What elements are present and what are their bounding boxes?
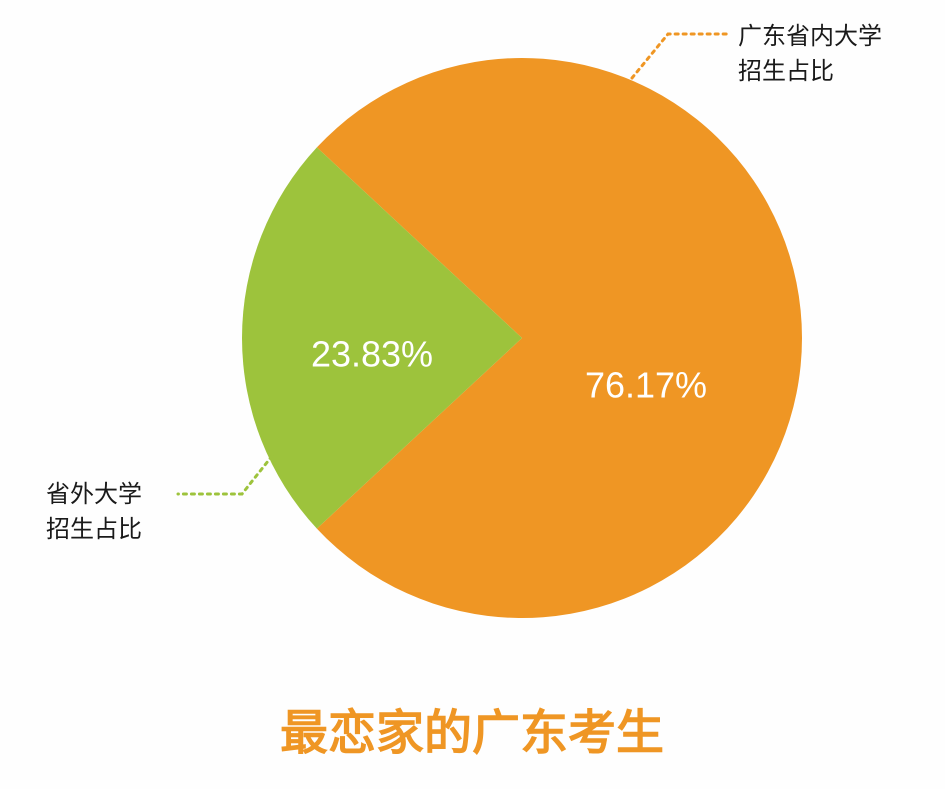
slice-value-label-out-of-province: 23.83%	[311, 334, 433, 375]
legend-label-out-of-province-line2: 招生占比	[46, 515, 142, 543]
leader-line-in-province	[630, 32, 732, 80]
pie-slice-in-province	[316, 58, 802, 619]
legend-label-out-of-province-line1: 省外大学	[46, 480, 142, 508]
legend-label-in-province-line2: 招生占比	[738, 57, 834, 85]
leader-line-out-of-province	[176, 454, 274, 496]
legend-label-in-province-line1: 广东省内大学	[738, 22, 882, 50]
pie-slice-out-of-province	[241, 147, 522, 529]
chart-title: 最恋家的广东考生	[280, 705, 664, 761]
pie-slices	[241, 58, 802, 619]
slice-value-label-in-province: 76.17%	[585, 365, 707, 406]
